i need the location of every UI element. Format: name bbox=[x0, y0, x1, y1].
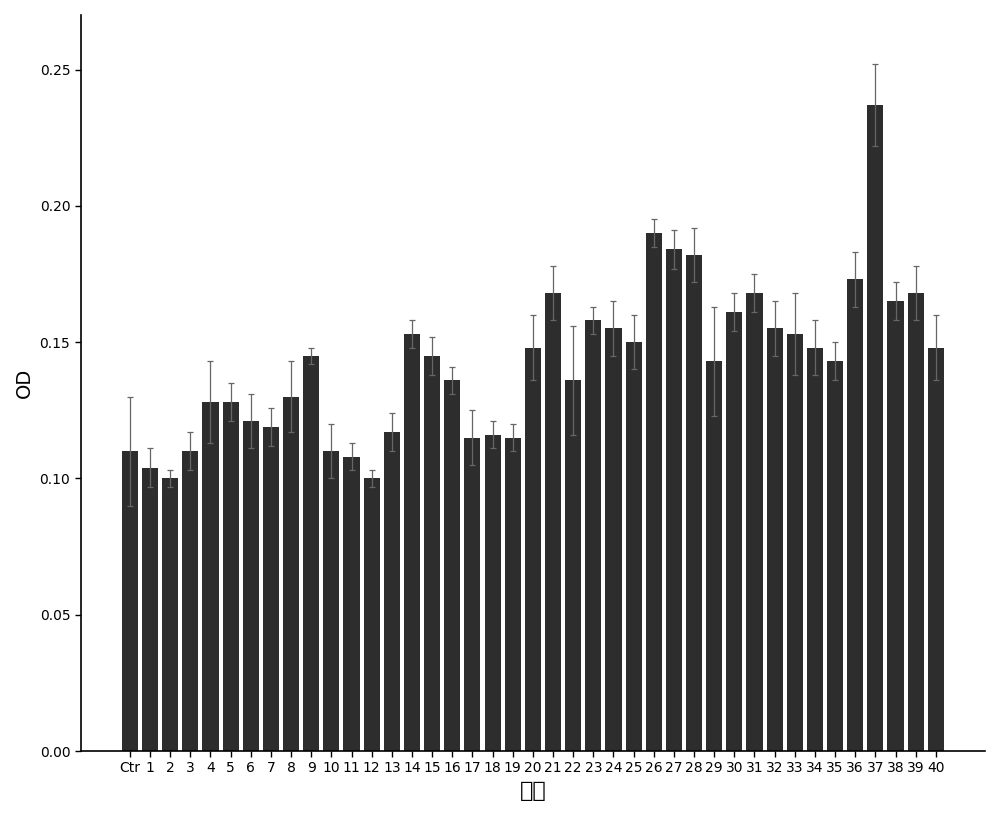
Bar bbox=[686, 255, 702, 751]
X-axis label: 编号: 编号 bbox=[519, 781, 546, 801]
Bar bbox=[505, 437, 521, 751]
Bar bbox=[867, 105, 883, 751]
Bar bbox=[162, 478, 178, 751]
Bar bbox=[626, 342, 642, 751]
Bar bbox=[787, 334, 803, 751]
Bar bbox=[343, 457, 360, 751]
Bar bbox=[847, 279, 863, 751]
Bar bbox=[263, 427, 279, 751]
Bar bbox=[444, 380, 460, 751]
Bar bbox=[827, 361, 843, 751]
Bar bbox=[525, 348, 541, 751]
Bar bbox=[202, 402, 219, 751]
Bar bbox=[565, 380, 581, 751]
Bar bbox=[706, 361, 722, 751]
Bar bbox=[122, 451, 138, 751]
Bar bbox=[807, 348, 823, 751]
Bar bbox=[646, 233, 662, 751]
Bar bbox=[908, 293, 924, 751]
Bar bbox=[605, 329, 622, 751]
Bar bbox=[223, 402, 239, 751]
Bar bbox=[545, 293, 561, 751]
Bar bbox=[384, 432, 400, 751]
Bar bbox=[142, 468, 158, 751]
Bar bbox=[666, 250, 682, 751]
Bar bbox=[323, 451, 339, 751]
Bar bbox=[928, 348, 944, 751]
Bar bbox=[485, 435, 501, 751]
Bar bbox=[182, 451, 198, 751]
Bar bbox=[364, 478, 380, 751]
Bar bbox=[746, 293, 763, 751]
Bar bbox=[243, 421, 259, 751]
Bar bbox=[464, 437, 480, 751]
Bar bbox=[303, 356, 319, 751]
Bar bbox=[424, 356, 440, 751]
Bar bbox=[585, 321, 601, 751]
Bar bbox=[767, 329, 783, 751]
Bar bbox=[283, 397, 299, 751]
Bar bbox=[887, 301, 904, 751]
Bar bbox=[404, 334, 420, 751]
Bar bbox=[726, 313, 742, 751]
Y-axis label: OD: OD bbox=[15, 368, 34, 398]
